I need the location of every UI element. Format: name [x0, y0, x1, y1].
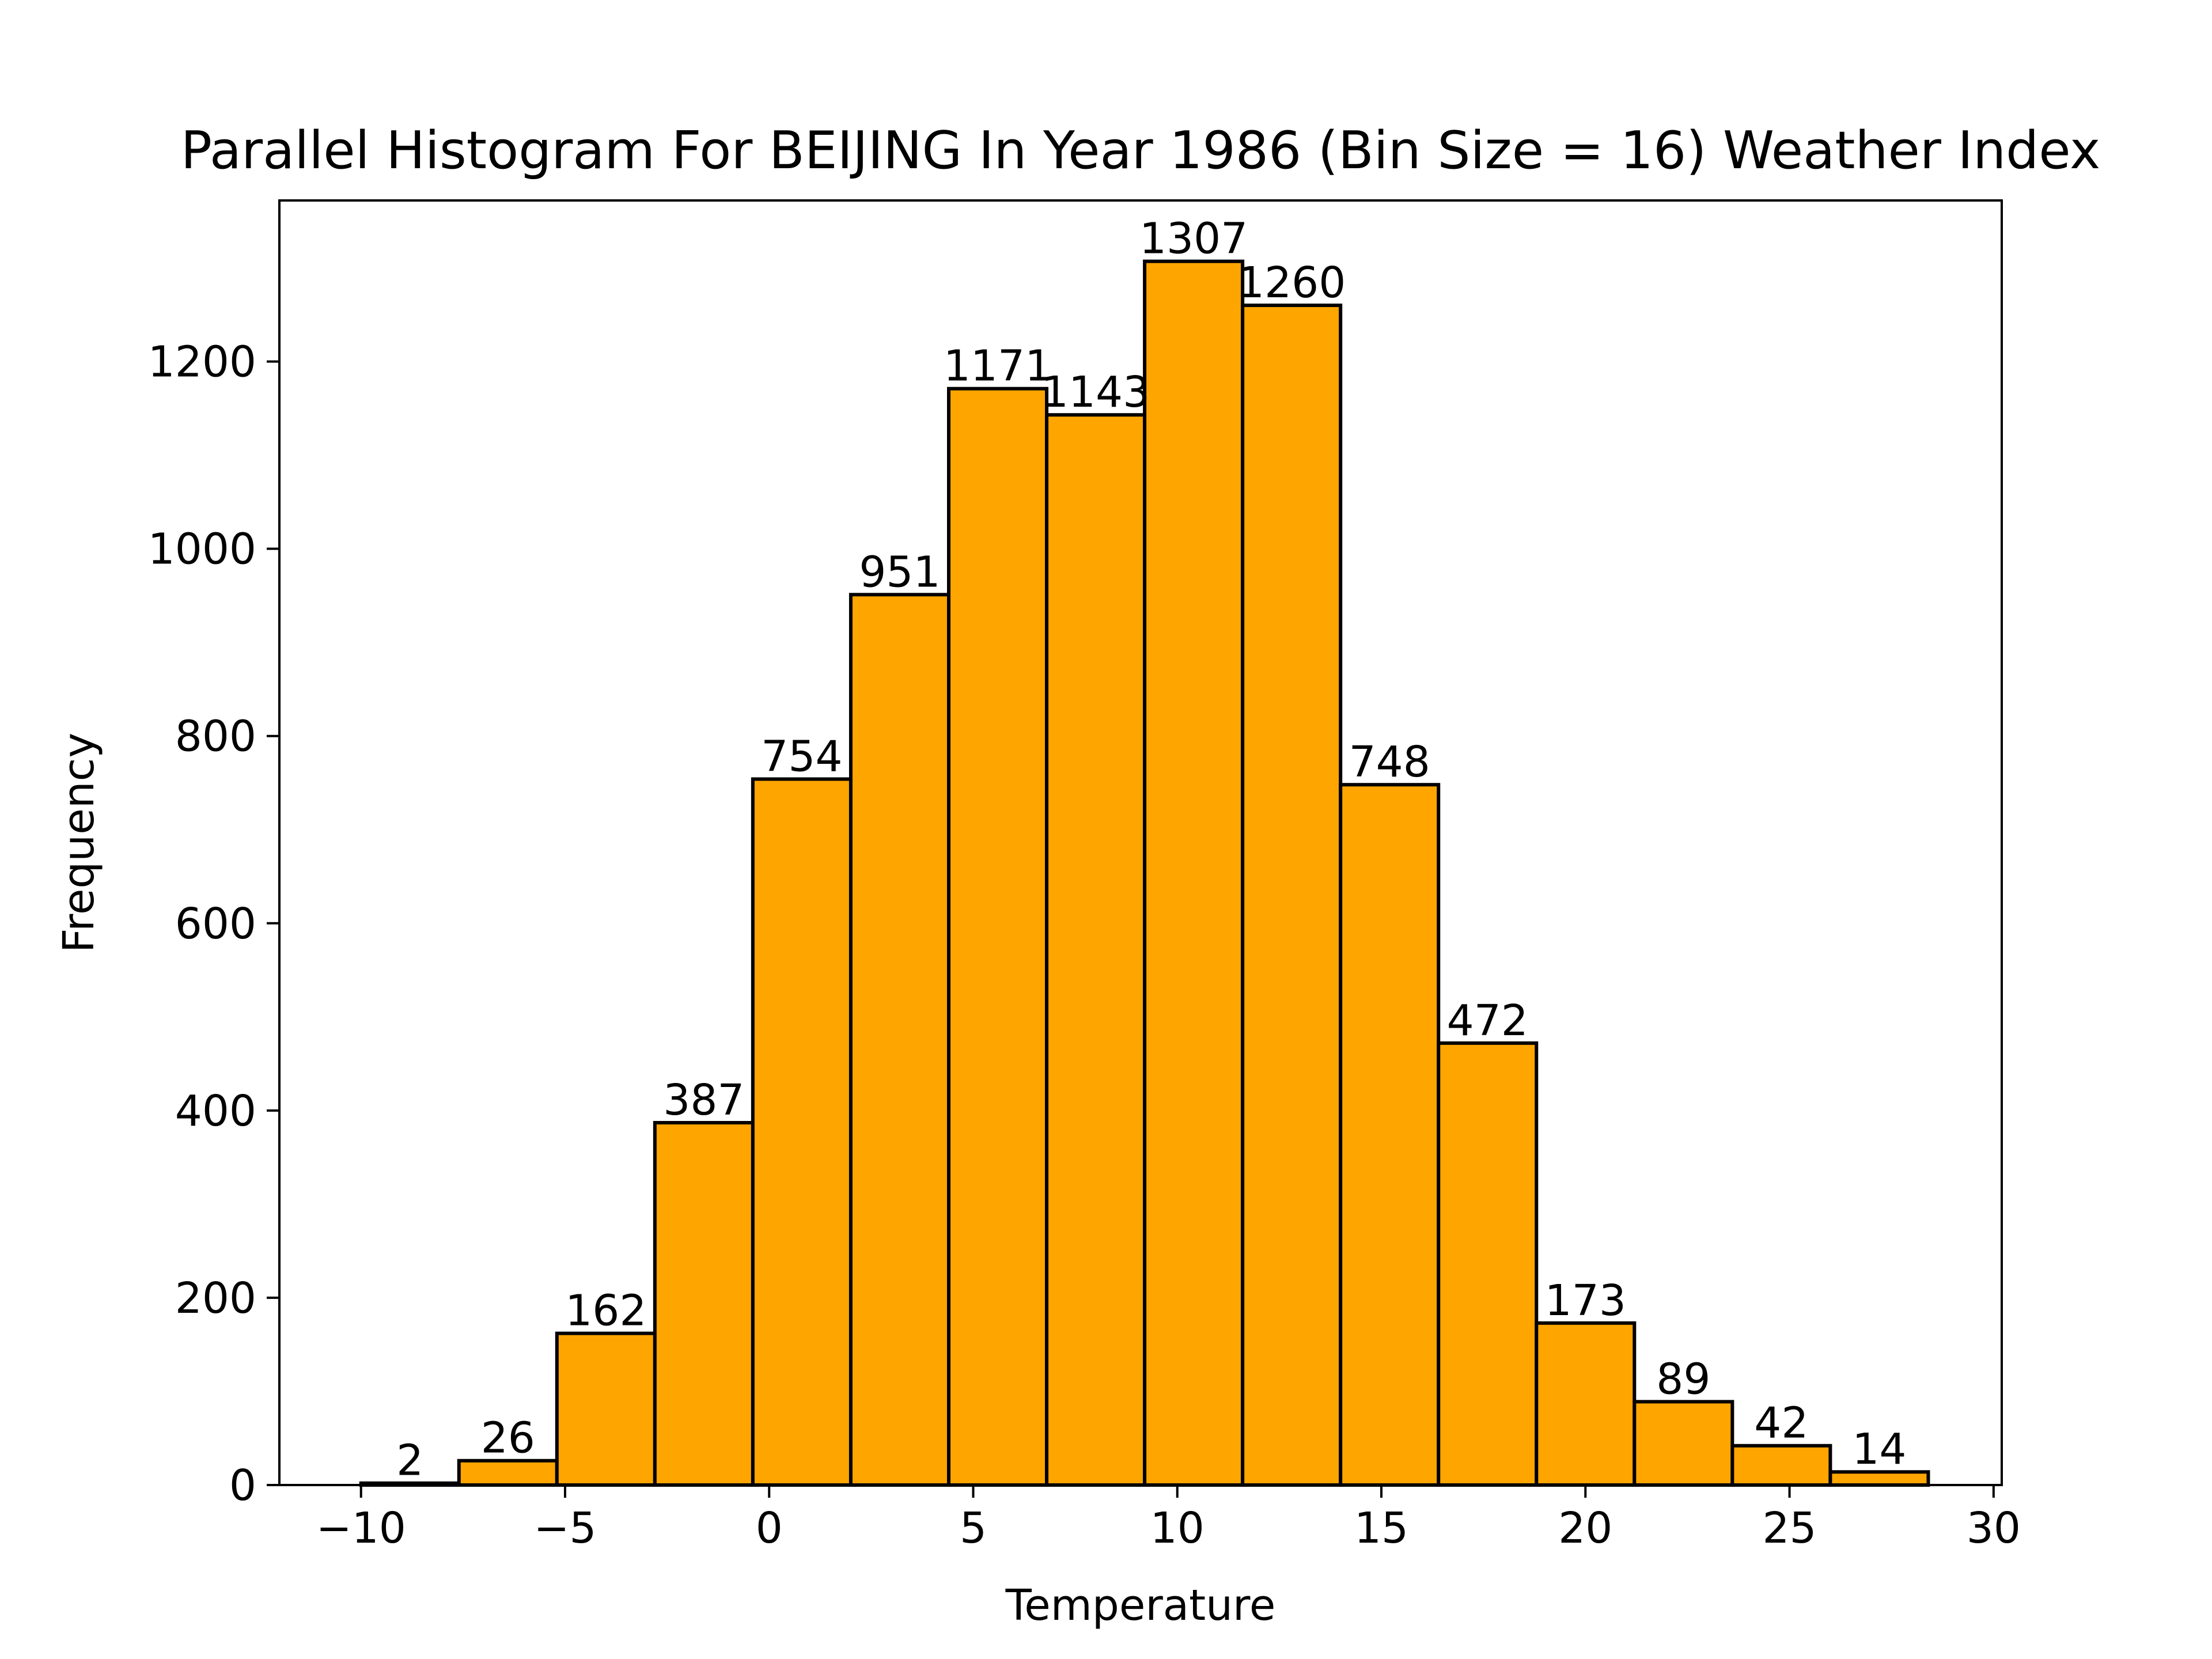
histogram-bar — [849, 593, 950, 1487]
y-tick-label: 0 — [229, 1461, 256, 1510]
x-tick-label: −5 — [533, 1503, 596, 1553]
x-axis-label: Temperature — [1005, 1581, 1276, 1630]
histogram-bar — [457, 1459, 559, 1487]
bar-value-label: 162 — [565, 1286, 646, 1336]
x-tick-label: 25 — [1762, 1503, 1816, 1553]
histogram-bar — [653, 1120, 755, 1487]
x-tick-label: 0 — [756, 1503, 783, 1553]
bar-value-label: 387 — [663, 1075, 744, 1125]
plot-frame — [278, 199, 2003, 1486]
bar-value-label: 1143 — [1041, 368, 1150, 417]
bar-value-label: 2 — [396, 1436, 423, 1486]
bar-value-label: 748 — [1349, 737, 1430, 787]
y-tick-label: 200 — [175, 1274, 256, 1323]
bar-value-label: 472 — [1447, 996, 1528, 1046]
x-tick-label: 15 — [1354, 1503, 1408, 1553]
x-tick-label: 5 — [960, 1503, 987, 1553]
x-tick-label: 30 — [1967, 1503, 2021, 1553]
histogram-bar — [751, 777, 853, 1487]
chart-title: Parallel Histogram For BEIJING In Year 1… — [181, 120, 2101, 181]
y-tick-label: 1000 — [148, 525, 256, 574]
y-axis: 0 200 400 600 800 1000 1200 — [148, 338, 279, 1510]
bar-value-label: 89 — [1656, 1354, 1710, 1404]
y-tick-label: 1200 — [148, 338, 256, 387]
y-tick-label: 800 — [175, 712, 256, 762]
histogram-bar — [1437, 1041, 1539, 1487]
histogram-bar — [1535, 1321, 1637, 1487]
y-axis-label: Frequency — [54, 733, 104, 953]
bar-value-label: 1307 — [1139, 214, 1248, 264]
bar-value-label: 42 — [1754, 1399, 1808, 1448]
histogram-bar — [1339, 783, 1441, 1487]
bar-value-label: 14 — [1852, 1425, 1906, 1474]
bar-value-label: 26 — [481, 1414, 535, 1463]
x-tick-label: 20 — [1558, 1503, 1612, 1553]
bar-value-label: 1171 — [944, 342, 1052, 391]
y-tick-label: 400 — [175, 1086, 256, 1136]
histogram-bar — [1143, 259, 1245, 1487]
bars-layer — [359, 259, 1930, 1487]
y-tick-label: 600 — [175, 899, 256, 949]
histogram-bar — [555, 1331, 657, 1487]
bar-value-label: 754 — [761, 732, 842, 781]
bar-value-label: 173 — [1545, 1276, 1626, 1325]
histogram-bar — [1730, 1444, 1832, 1487]
x-axis: −10 −5 0 5 10 15 20 25 30 — [316, 1485, 2021, 1553]
histogram-bar — [946, 387, 1049, 1487]
histogram-bar — [1633, 1400, 1734, 1487]
x-tick-label: −10 — [316, 1503, 406, 1553]
bar-value-label: 951 — [859, 547, 940, 597]
histogram-bar — [1241, 304, 1343, 1487]
x-tick-label: 10 — [1150, 1503, 1205, 1553]
bar-value-label: 1260 — [1237, 258, 1346, 308]
histogram-bar — [1045, 413, 1147, 1487]
